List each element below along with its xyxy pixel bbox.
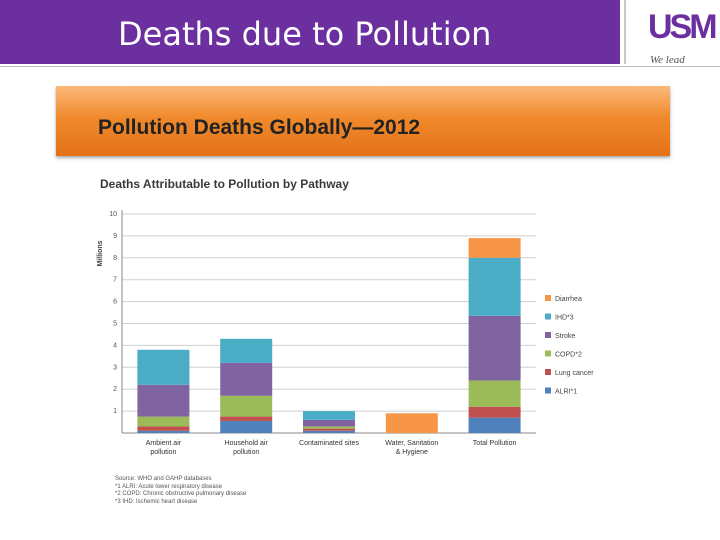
bar-segment [220, 416, 273, 421]
bar-segment [137, 430, 190, 433]
banner: Pollution Deaths Globally—2012 [56, 86, 670, 156]
bar-segment [468, 417, 521, 433]
y-tick-label: 3 [113, 364, 117, 371]
source-note: *3 IHD: Ischemic heart disease [115, 498, 198, 505]
source-notes: Source: WHO and GAHP databases *1 ALRI: … [115, 476, 246, 506]
legend-swatch [545, 313, 551, 320]
x-tick-label: Household air pollution [225, 440, 269, 456]
bar-segment [137, 416, 190, 427]
legend-swatch [545, 369, 551, 375]
y-tick-label: 2 [113, 386, 117, 393]
y-tick-label: 4 [113, 342, 117, 349]
logo-tagline: We lead [650, 54, 685, 66]
x-tick-label: Total Pollution [473, 440, 517, 447]
x-tick-label: Ambient air pollution [146, 440, 182, 456]
bar-segment [137, 384, 190, 417]
bar-segment [220, 420, 273, 433]
legend-swatch [545, 387, 551, 394]
bar-segment [303, 426, 355, 429]
logo-area [622, 0, 720, 64]
y-tick-label: 1 [113, 408, 117, 415]
bar-segment [303, 428, 355, 431]
legend-swatch [545, 350, 551, 357]
y-tick-label: 5 [113, 321, 117, 328]
y-tick-label: 6 [113, 299, 117, 306]
header-rule [0, 66, 720, 67]
y-tick-label: 7 [113, 277, 117, 284]
y-axis-label: Millions [97, 240, 104, 266]
bar-segment [468, 380, 521, 407]
source-note: *1 ALRI: Acute lower respiratory disease [115, 483, 223, 490]
bar-segment [468, 238, 521, 258]
banner-title: Pollution Deaths Globally—2012 [98, 116, 421, 139]
slide-title: Deaths due to Pollution [118, 15, 492, 53]
bar-segment [303, 419, 355, 427]
bar-segment [220, 395, 273, 417]
y-tick-label: 8 [113, 255, 117, 262]
legend-swatch [545, 332, 551, 338]
bar-segment [303, 411, 355, 420]
chart-panel [76, 166, 648, 514]
legend-label: IHD*3 [555, 315, 574, 322]
logo-divider [624, 0, 626, 64]
legend-swatch [545, 295, 551, 301]
bar-segment [468, 257, 521, 316]
x-tick-label: Contaminated sites [299, 440, 359, 447]
bar-segment [137, 349, 190, 385]
legend-label: Diarrhea [555, 296, 582, 303]
source-note: *2 COPD: Chronic obstructive pulmonary d… [115, 491, 247, 498]
legend-label: ALRI*1 [555, 389, 577, 396]
source-note: Source: WHO and GAHP databases [115, 476, 212, 482]
legend-label: COPD*2 [555, 352, 582, 359]
legend-label: Stroke [555, 333, 575, 340]
bar-segment [137, 426, 190, 431]
bar-segment [220, 362, 273, 396]
y-tick-label: 9 [113, 233, 117, 240]
legend-label: Lung cancer [555, 370, 594, 377]
bar-segment [303, 430, 355, 433]
title-bar [0, 0, 620, 64]
x-tick-label: Water, Sanitation & Hygiene [385, 440, 438, 456]
bar-segment [385, 413, 438, 433]
bar-segment [220, 338, 273, 363]
bar-segment [468, 315, 521, 381]
bar-segment [468, 406, 521, 418]
usm-logo: USM [648, 8, 718, 46]
y-tick-label: 10 [109, 211, 117, 218]
chart-title: Deaths Attributable to Pollution by Path… [100, 177, 349, 191]
